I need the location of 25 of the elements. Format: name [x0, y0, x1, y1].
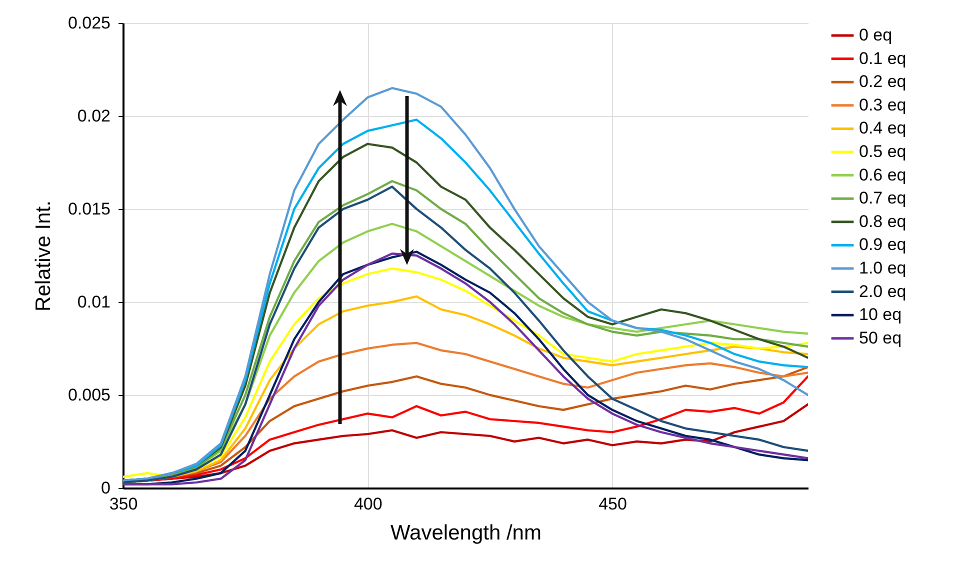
legend-label: 0.1 eq [859, 48, 906, 68]
legend-label: 0.2 eq [859, 72, 906, 92]
y-tick-label: 0 [101, 478, 110, 498]
y-tick-label: 0.01 [77, 292, 110, 312]
legend-label: 0.5 eq [859, 142, 906, 161]
y-axis-title: Relative Int. [32, 200, 55, 312]
legend-label: 2.0 eq [859, 282, 906, 301]
y-tick-label: 0.02 [77, 106, 110, 126]
legend-label: 0.6 eq [859, 165, 906, 184]
y-tick-label: 0.015 [68, 200, 110, 218]
legend-label: 0.9 eq [859, 235, 906, 254]
legend-label: 0.8 eq [859, 212, 906, 231]
x-axis-title: Wavelength /nm [390, 522, 542, 544]
legend-label: 1.0 eq [859, 258, 906, 278]
x-tick-label: 350 [109, 494, 138, 514]
legend-label: 50 eq [859, 328, 902, 348]
legend-label: 0.4 eq [859, 118, 906, 138]
legend-label: 10 eq [859, 305, 902, 324]
y-tick-label: 0.005 [68, 386, 110, 404]
legend-label: 0 eq [859, 26, 892, 44]
x-tick-label: 400 [354, 494, 382, 514]
y-tick-label: 0.025 [68, 14, 110, 32]
legend-label: 0.3 eq [859, 95, 906, 114]
legend-label: 0.7 eq [859, 188, 906, 208]
x-tick-label: 450 [598, 494, 627, 514]
